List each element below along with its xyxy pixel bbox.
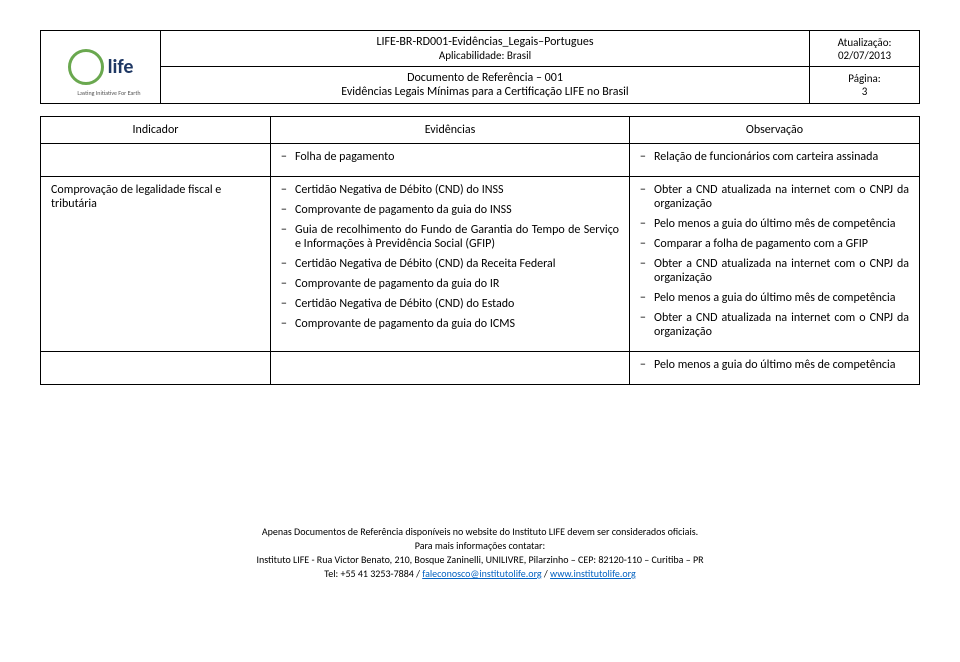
cell-observacao: Relação de funcionários com carteira ass…	[630, 144, 920, 177]
list-item: Obter a CND atualizada na internet com o…	[640, 311, 909, 339]
list-item: Relação de funcionários com carteira ass…	[640, 150, 909, 164]
header-page-cell: Página: 3	[810, 67, 920, 104]
list-item: Pelo menos a guia do último mês de compe…	[640, 291, 909, 305]
list-item: Obter a CND atualizada na internet com o…	[640, 257, 909, 285]
footer-line: Apenas Documentos de Referência disponív…	[40, 525, 920, 539]
cell-evidencias: Certidão Negativa de Débito (CND) do INS…	[271, 177, 630, 352]
header-ref-cell: Documento de Referência – 001 Evidências…	[161, 67, 810, 104]
logo-text: life	[108, 55, 134, 79]
list-item: Comparar a folha de pagamento com a GFIP	[640, 237, 909, 251]
list-item: Certidão Negativa de Débito (CND) do INS…	[281, 183, 619, 197]
footer-line: Instituto LIFE - Rua Victor Benato, 210,…	[40, 553, 920, 567]
footer-contact-line: Tel: +55 41 3253-7884 / faleconosco@inst…	[40, 567, 920, 581]
list-item: Obter a CND atualizada na internet com o…	[640, 183, 909, 211]
list-item: Certidão Negativa de Débito (CND) da Rec…	[281, 257, 619, 271]
header-update-cell: Atualização: 02/07/2013	[810, 31, 920, 67]
footer-sep: /	[542, 567, 550, 580]
cell-evidencias: Folha de pagamento	[271, 144, 630, 177]
table-header-row: Indicador Evidências Observação	[41, 117, 920, 144]
cell-observacao: Pelo menos a guia do último mês de compe…	[630, 352, 920, 385]
page-num: 3	[818, 85, 911, 98]
cell-indicador	[41, 352, 271, 385]
footer-url-link[interactable]: www.institutolife.org	[550, 567, 636, 580]
table-row: Folha de pagamento Relação de funcionári…	[41, 144, 920, 177]
cell-observacao: Obter a CND atualizada na internet com o…	[630, 177, 920, 352]
document-header: life Lasting Initiative For Earth LIFE-B…	[40, 30, 920, 104]
footer-line: Para mais informações contatar:	[40, 539, 920, 553]
table-row: Comprovação de legalidade fiscal e tribu…	[41, 177, 920, 352]
cell-indicador: Comprovação de legalidade fiscal e tribu…	[41, 177, 271, 352]
footer-email-link[interactable]: faleconosco@institutolife.org	[422, 567, 541, 580]
cell-evidencias	[271, 352, 630, 385]
update-label: Atualização:	[818, 36, 911, 49]
cell-indicador	[41, 144, 271, 177]
logo-cell: life Lasting Initiative For Earth	[41, 31, 161, 104]
page-footer: Apenas Documentos de Referência disponív…	[40, 525, 920, 581]
list-item: Pelo menos a guia do último mês de compe…	[640, 358, 909, 372]
footer-tel: Tel: +55 41 3253-7884 /	[324, 567, 422, 580]
list-item: Guia de recolhimento do Fundo de Garanti…	[281, 223, 619, 251]
col-header-evidencias: Evidências	[271, 117, 630, 144]
col-header-observacao: Observação	[630, 117, 920, 144]
header-doc-code-cell: LIFE-BR-RD001-Evidências_Legais–Portugue…	[161, 31, 810, 67]
update-date: 02/07/2013	[818, 49, 911, 62]
life-logo-icon	[68, 49, 104, 85]
evidence-table: Indicador Evidências Observação Folha de…	[40, 116, 920, 385]
col-header-indicador: Indicador	[41, 117, 271, 144]
list-item: Comprovante de pagamento da guia do INSS	[281, 203, 619, 217]
ref-line1: Documento de Referência – 001	[169, 71, 801, 85]
list-item: Comprovante de pagamento da guia do IR	[281, 277, 619, 291]
list-item: Folha de pagamento	[281, 150, 619, 164]
list-item: Pelo menos a guia do último mês de compe…	[640, 217, 909, 231]
applicability: Aplicabilidade: Brasil	[169, 49, 801, 62]
list-item: Certidão Negativa de Débito (CND) do Est…	[281, 297, 619, 311]
doc-code: LIFE-BR-RD001-Evidências_Legais–Portugue…	[169, 35, 801, 49]
logo-subtext: Lasting Initiative For Earth	[49, 89, 169, 97]
ref-line2: Evidências Legais Mínimas para a Certifi…	[169, 85, 801, 99]
page-label: Página:	[818, 72, 911, 85]
list-item: Comprovante de pagamento da guia do ICMS	[281, 317, 619, 331]
table-row: Pelo menos a guia do último mês de compe…	[41, 352, 920, 385]
